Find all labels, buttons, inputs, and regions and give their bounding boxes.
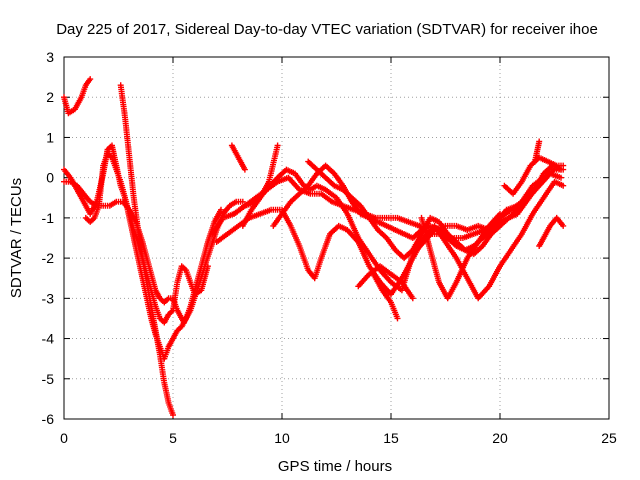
y-tick-label: -6	[42, 411, 55, 427]
series-arc-q	[531, 138, 543, 165]
series-arc-k	[270, 162, 538, 254]
y-axis-label: SDTVAR / TECUs	[8, 178, 25, 298]
y-tick-label: 1	[46, 129, 54, 145]
y-tick-label: 3	[46, 49, 54, 65]
chart-title: Day 225 of 2017, Sidereal Day-to-day VTE…	[56, 21, 598, 38]
x-tick-label: 25	[601, 430, 617, 446]
series-markers	[418, 210, 503, 302]
series-arc-j	[228, 142, 248, 173]
series-markers	[370, 271, 401, 322]
x-tick-label: 0	[60, 430, 68, 446]
y-tick-label: 2	[46, 89, 54, 105]
y-tick-label: -5	[42, 371, 55, 387]
series-markers	[536, 214, 567, 249]
series-markers	[305, 158, 564, 262]
series-arc-e	[117, 82, 176, 418]
series-markers	[355, 263, 416, 302]
y-tick-label: -2	[42, 250, 55, 266]
series-markers	[61, 76, 94, 117]
series-markers	[228, 142, 248, 173]
x-tick-label: 10	[274, 430, 290, 446]
series-arc-o	[418, 210, 503, 302]
x-axis-label: GPS time / hours	[278, 458, 392, 475]
y-tick-label: -3	[42, 290, 55, 306]
series-markers	[61, 178, 246, 326]
y-tick-label: 0	[46, 170, 54, 186]
grid-lines	[64, 57, 609, 419]
x-tick-label: 15	[383, 430, 399, 446]
series-arc-i	[239, 142, 281, 229]
plot-frame	[63, 56, 610, 420]
series-arc-a	[61, 178, 246, 326]
series-markers	[239, 142, 281, 229]
series-markers	[531, 138, 543, 165]
series-arc-r	[536, 214, 567, 249]
series-arc-m	[355, 263, 416, 302]
y-tick-label: -1	[42, 210, 55, 226]
series-markers	[117, 82, 176, 418]
data-series	[61, 76, 567, 418]
y-axis: -6 -5 -4 -3 -2 -1 0 1 2 3	[42, 49, 609, 427]
y-tick-label: -4	[42, 331, 55, 347]
series-markers	[501, 154, 567, 197]
x-tick-label: 5	[169, 430, 177, 446]
series-markers	[270, 162, 538, 254]
x-tick-label: 20	[492, 430, 508, 446]
x-axis: 0 5 10 15 20 25	[60, 57, 617, 446]
series-arc-l	[305, 158, 564, 262]
series-arc-n	[370, 271, 401, 322]
series-arc-d	[61, 76, 94, 117]
